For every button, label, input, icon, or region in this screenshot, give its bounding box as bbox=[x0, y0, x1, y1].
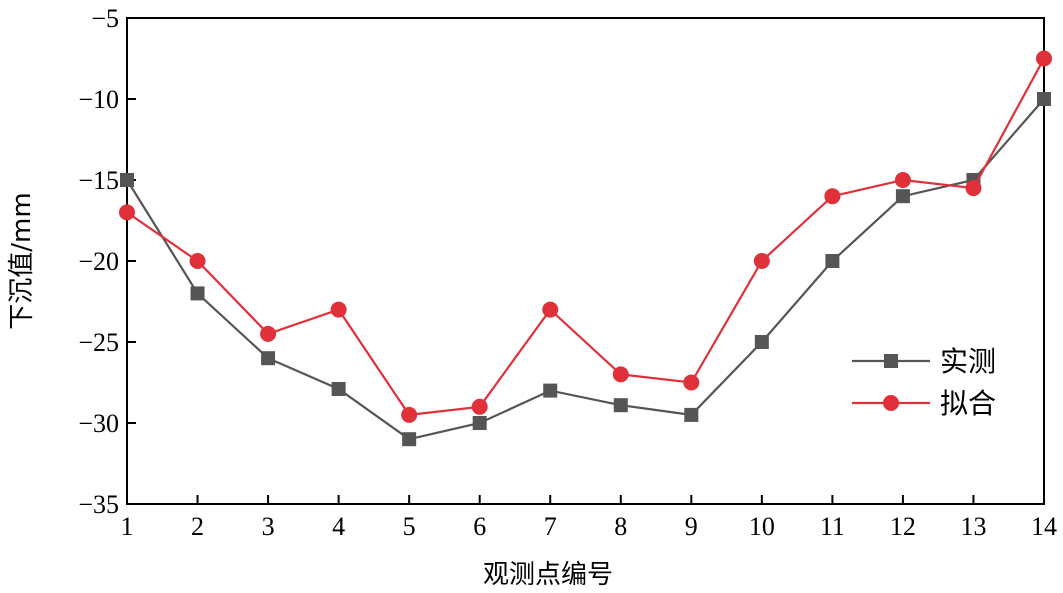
x-tick-label: 4 bbox=[332, 512, 345, 541]
y-tick-label: −15 bbox=[78, 166, 119, 195]
series-2 bbox=[119, 50, 1052, 423]
x-tick-label: 9 bbox=[685, 512, 698, 541]
data-point bbox=[683, 374, 700, 391]
data-point bbox=[824, 188, 841, 205]
x-tick-label: 11 bbox=[820, 512, 845, 541]
data-point bbox=[260, 325, 277, 342]
x-axis-title: 观测点编号 bbox=[483, 560, 613, 590]
x-tick-label: 8 bbox=[614, 512, 627, 541]
data-point bbox=[401, 406, 418, 423]
x-tick-label: 10 bbox=[749, 512, 775, 541]
x-tick-label: 1 bbox=[121, 512, 134, 541]
data-point bbox=[261, 351, 276, 366]
y-tick-label: −25 bbox=[78, 328, 119, 357]
data-point bbox=[825, 254, 840, 268]
data-point bbox=[684, 407, 699, 422]
legend-label: 拟合 bbox=[940, 387, 996, 420]
x-tick-label: 13 bbox=[960, 512, 986, 541]
series-1 bbox=[120, 92, 1051, 447]
data-point bbox=[754, 335, 769, 349]
data-point bbox=[331, 381, 346, 396]
data-point bbox=[613, 398, 628, 413]
data-point bbox=[894, 172, 911, 188]
data-point bbox=[330, 301, 347, 318]
data-point bbox=[612, 366, 629, 383]
data-point bbox=[119, 204, 135, 221]
data-point bbox=[472, 416, 487, 430]
data-point bbox=[120, 173, 134, 187]
series-line bbox=[126, 98, 1045, 441]
data-point bbox=[471, 398, 488, 415]
data-point bbox=[542, 301, 559, 318]
data-point bbox=[895, 189, 910, 204]
x-axis: 1 2 3 4 5 6 7 8 9 10 11 12 13 14 bbox=[121, 495, 1057, 541]
data-point bbox=[965, 180, 982, 197]
y-tick-label: −35 bbox=[78, 490, 119, 519]
data-point bbox=[189, 253, 206, 269]
data-point bbox=[190, 286, 205, 301]
data-point bbox=[1037, 92, 1051, 106]
x-tick-label: 2 bbox=[191, 512, 204, 541]
y-tick-label: −5 bbox=[91, 4, 119, 33]
x-tick-label: 14 bbox=[1031, 512, 1057, 541]
y-tick-label: −20 bbox=[78, 247, 119, 276]
data-point bbox=[1036, 50, 1052, 67]
x-tick-label: 6 bbox=[473, 512, 486, 541]
y-axis: −5 −10 −15 −20 −25 −30 −35 bbox=[78, 4, 136, 519]
y-tick-label: −30 bbox=[78, 409, 119, 438]
y-axis-title: 下沉值/mm bbox=[7, 192, 37, 329]
x-tick-label: 3 bbox=[262, 512, 275, 541]
series-layer bbox=[119, 50, 1052, 447]
x-tick-label: 5 bbox=[403, 512, 416, 541]
legend-label: 实测 bbox=[940, 345, 996, 378]
x-tick-label: 12 bbox=[890, 512, 916, 541]
data-point bbox=[543, 383, 558, 398]
data-point bbox=[753, 253, 770, 269]
data-point bbox=[402, 432, 417, 447]
y-tick-label: −10 bbox=[78, 85, 119, 114]
series-line bbox=[126, 57, 1045, 417]
legend-marker bbox=[883, 395, 899, 411]
x-tick-label: 7 bbox=[544, 512, 557, 541]
legend-marker bbox=[884, 354, 898, 368]
plot-frame bbox=[126, 17, 1045, 505]
